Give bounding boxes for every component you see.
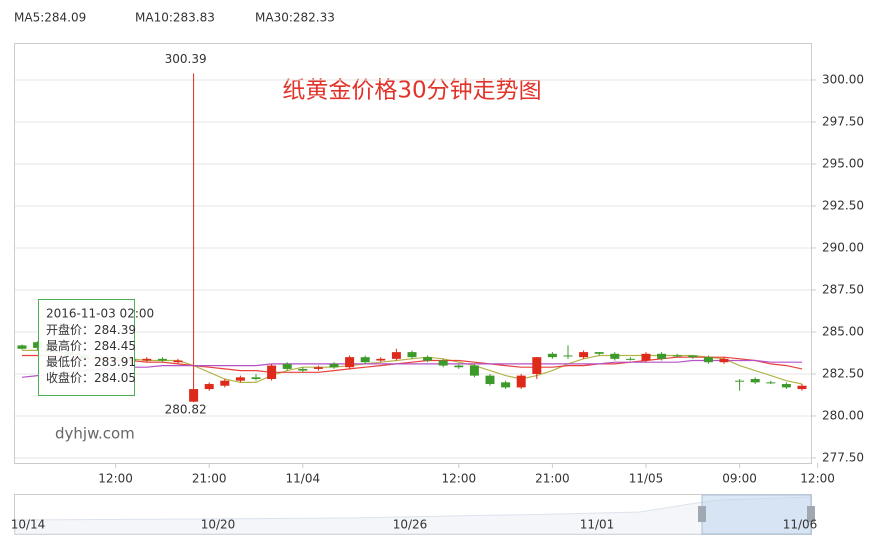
candle-body bbox=[298, 368, 308, 371]
navigator-handle[interactable] bbox=[698, 506, 706, 522]
candle-body bbox=[345, 357, 355, 368]
candle-body bbox=[766, 382, 776, 384]
candle-body bbox=[391, 352, 401, 359]
tooltip-value: 284.39 bbox=[94, 323, 136, 337]
tooltip-value: 283.91 bbox=[94, 355, 136, 369]
candle-body bbox=[547, 353, 557, 358]
tooltip-value: 284.45 bbox=[94, 339, 136, 353]
x-tick-label: 12:00 bbox=[800, 472, 835, 486]
x-tick-label: 12:00 bbox=[442, 472, 477, 486]
candle-body bbox=[438, 360, 448, 366]
max-label: 300.39 bbox=[165, 52, 207, 66]
x-tick-label: 12:00 bbox=[98, 472, 133, 486]
tooltip-label: 开盘价： bbox=[46, 322, 94, 337]
tooltip-label: 收盘价： bbox=[46, 370, 94, 385]
tooltip-row: 最低价：283.91 bbox=[46, 355, 136, 369]
plot-frame bbox=[14, 43, 812, 464]
watermark: dyhjw.com bbox=[55, 425, 135, 443]
x-tick-label: 11/05 bbox=[629, 472, 664, 486]
candle-body bbox=[329, 363, 339, 368]
candle-body bbox=[501, 382, 511, 388]
navigator-label: 10/14 bbox=[11, 518, 46, 532]
y-tick-label: 292.50 bbox=[822, 198, 864, 212]
y-tick-label: 290.00 bbox=[822, 240, 864, 254]
candle-body bbox=[516, 375, 526, 388]
legend-entry: MA5:284.09 bbox=[14, 11, 86, 25]
candle-body bbox=[579, 352, 589, 358]
y-tick-label: 295.00 bbox=[822, 156, 864, 170]
y-tick-label: 287.50 bbox=[822, 282, 864, 296]
candle-body bbox=[797, 385, 807, 390]
x-tick-label: 21:00 bbox=[192, 472, 227, 486]
candle-body bbox=[17, 345, 27, 349]
candle-body bbox=[594, 352, 604, 354]
candle-body bbox=[625, 358, 635, 360]
candle-body bbox=[267, 365, 277, 379]
tooltip-label: 最低价： bbox=[46, 355, 94, 369]
candle-body bbox=[173, 360, 183, 363]
navigator-label: 11/06 bbox=[783, 518, 818, 532]
tooltip-box bbox=[38, 299, 135, 396]
min-label: 280.82 bbox=[165, 403, 207, 417]
navigator-label: 10/26 bbox=[393, 518, 428, 532]
x-tick-label: 09:00 bbox=[722, 472, 757, 486]
navigator-selection[interactable] bbox=[701, 494, 812, 535]
navigator-label: 11/01 bbox=[580, 518, 615, 532]
ma-line bbox=[21, 359, 802, 378]
candle-body bbox=[703, 357, 713, 363]
candle-body bbox=[469, 365, 479, 376]
candle-body bbox=[360, 357, 370, 363]
candle-body bbox=[563, 355, 573, 357]
candle-body bbox=[220, 380, 230, 386]
tooltip-row: 开盘价：284.39 bbox=[46, 322, 136, 337]
candle-body bbox=[532, 357, 542, 374]
tooltip-label: 最高价： bbox=[46, 338, 94, 353]
candle-body bbox=[485, 375, 495, 385]
candle-body bbox=[657, 353, 667, 359]
chart-title: 纸黄金价格30分钟走势图 bbox=[282, 78, 541, 104]
candle-body bbox=[672, 355, 682, 357]
legend-entry: MA30:282.33 bbox=[255, 11, 335, 25]
candle-body bbox=[157, 358, 167, 361]
candle-body bbox=[781, 384, 791, 388]
navigator-label: 10/20 bbox=[201, 518, 236, 532]
candle-body bbox=[313, 367, 323, 369]
candle-body bbox=[454, 365, 464, 368]
candle-body bbox=[376, 358, 386, 361]
tooltip-value: 284.05 bbox=[94, 371, 136, 385]
candle-body bbox=[610, 353, 620, 359]
candle-body bbox=[423, 357, 433, 361]
tooltip-title: 2016-11-03 02:00 bbox=[46, 307, 154, 321]
navigator-handle[interactable] bbox=[807, 506, 815, 522]
candle-body bbox=[235, 377, 245, 381]
y-tick-label: 297.50 bbox=[822, 114, 864, 128]
y-tick-label: 280.00 bbox=[822, 408, 864, 422]
candle-body bbox=[251, 377, 261, 379]
candle-body bbox=[735, 380, 745, 382]
candle-body bbox=[750, 379, 760, 383]
y-tick-label: 277.50 bbox=[822, 450, 864, 464]
tooltip-row: 收盘价：284.05 bbox=[46, 370, 136, 385]
candle-body bbox=[142, 358, 152, 361]
candle-body bbox=[204, 384, 214, 390]
candle-body bbox=[688, 355, 698, 358]
candle-body bbox=[719, 358, 729, 363]
candle-body bbox=[189, 389, 199, 402]
y-tick-label: 300.00 bbox=[822, 72, 864, 86]
candle-body bbox=[641, 353, 651, 361]
tooltip-row: 最高价：284.45 bbox=[46, 338, 136, 353]
candle-body bbox=[33, 342, 43, 348]
candle-body bbox=[407, 352, 417, 358]
legend-entry: MA10:283.83 bbox=[135, 11, 215, 25]
x-tick-label: 11/04 bbox=[286, 472, 321, 486]
x-tick-label: 21:00 bbox=[535, 472, 570, 486]
ma-line bbox=[22, 354, 803, 373]
y-tick-label: 285.00 bbox=[822, 324, 864, 338]
candle-body bbox=[282, 363, 292, 369]
y-tick-label: 282.50 bbox=[822, 366, 864, 380]
navigator-area bbox=[14, 496, 812, 535]
